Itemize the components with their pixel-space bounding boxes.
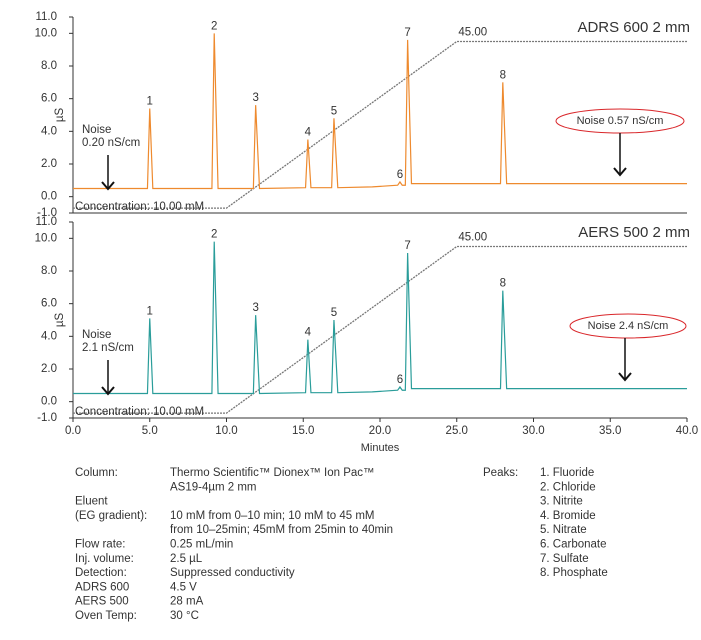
y-tick-label: -1.0 [37, 207, 57, 219]
peak-label: 8 [500, 278, 506, 290]
peak-label: 6 [397, 169, 403, 181]
condition-label: Inj. volume: [75, 553, 134, 565]
x-tick-label: 15.0 [292, 425, 314, 437]
noise-ellipse [569, 313, 687, 339]
y-tick-label: 8.0 [41, 265, 57, 277]
arrow-head [613, 167, 627, 177]
arrow-head [101, 386, 115, 396]
peaks-heading: Peaks: [483, 467, 518, 479]
peak-label: 3 [252, 92, 258, 104]
x-tick-label: 25.0 [446, 425, 468, 437]
peak-label: 2 [211, 20, 217, 32]
noise-label: Noise 2.4 nS/cm [588, 320, 669, 332]
y-tick-label: 10.0 [35, 27, 57, 39]
peak-item: 1. Fluoride [540, 467, 594, 479]
x-tick-label: 5.0 [142, 425, 158, 437]
x-tick-label: 20.0 [369, 425, 391, 437]
condition-value: AS19-4µm 2 mm [170, 481, 257, 493]
x-tick-label: 35.0 [599, 425, 621, 437]
gradient-label: 45.00 [458, 232, 487, 244]
y-tick-label: 8.0 [41, 60, 57, 72]
y-tick-label: 4.0 [41, 125, 57, 137]
condition-label: ADRS 600 [75, 581, 129, 593]
y-axis-label: µS [54, 313, 66, 328]
x-tick-label: 10.0 [215, 425, 237, 437]
y-tick-label: 6.0 [41, 298, 57, 310]
y-tick-label: 0.0 [41, 396, 57, 408]
peak-label: 6 [397, 374, 403, 386]
noise-label: Noise 0.57 nS/cm [577, 115, 664, 127]
condition-label: Eluent [75, 496, 108, 508]
chart-title: ADRS 600 2 mm [577, 19, 690, 36]
noise-label: Noise [82, 329, 111, 341]
concentration-label: Concentration: 10.00 mM [75, 201, 204, 213]
peak-label: 7 [404, 240, 410, 252]
noise-label: 0.20 nS/cm [82, 137, 140, 149]
y-tick-label: 0.0 [41, 191, 57, 203]
arrow-head [101, 181, 115, 191]
y-tick-label: 11.0 [35, 216, 57, 228]
peak-item: 8. Phosphate [540, 567, 608, 579]
arrow-head [618, 372, 632, 382]
condition-label: AERS 500 [75, 596, 129, 608]
peak-label: 1 [147, 95, 153, 107]
condition-label: Detection: [75, 567, 127, 579]
peak-label: 8 [500, 69, 506, 81]
chart-title: AERS 500 2 mm [578, 224, 690, 241]
gradient-label: 45.00 [458, 27, 487, 39]
x-tick-label: 30.0 [522, 425, 544, 437]
noise-label: Noise [82, 124, 111, 136]
condition-value: from 10–25min; 45mM from 25min to 40min [170, 524, 393, 536]
y-tick-label: 2.0 [41, 363, 57, 375]
y-tick-label: -1.0 [37, 412, 57, 424]
peak-label: 4 [305, 127, 312, 139]
condition-value: 0.25 mL/min [170, 539, 233, 551]
peak-label: 2 [211, 229, 217, 241]
y-axis-label: µS [54, 108, 66, 123]
chromatogram-trace [73, 241, 687, 395]
peak-label: 5 [331, 307, 337, 319]
peak-item: 5. Nitrate [540, 524, 587, 536]
peak-label: 3 [252, 302, 258, 314]
gradient-line [73, 40, 687, 209]
peak-label: 4 [305, 327, 312, 339]
condition-value: Thermo Scientific™ Dionex™ Ion Pac™ [170, 467, 375, 479]
chromatogram-trace [73, 33, 687, 190]
y-tick-label: 4.0 [41, 330, 57, 342]
condition-value: 2.5 µL [170, 553, 203, 565]
noise-label: 2.1 nS/cm [82, 342, 134, 354]
x-axis-label: Minutes [361, 442, 400, 454]
peak-item: 3. Nitrite [540, 496, 583, 508]
condition-label: Oven Temp: [75, 610, 137, 622]
x-tick-label: 0.0 [65, 425, 81, 437]
condition-label: (EG gradient): [75, 510, 147, 522]
concentration-label: Concentration: 10.00 mM [75, 406, 204, 418]
peak-label: 7 [404, 27, 410, 39]
condition-value: Suppressed conductivity [170, 567, 295, 579]
condition-label: Flow rate: [75, 539, 126, 551]
gradient-line [73, 245, 687, 414]
peak-item: 6. Carbonate [540, 539, 607, 551]
peak-label: 5 [331, 105, 337, 117]
condition-value: 28 mA [170, 596, 204, 608]
y-tick-label: 11.0 [35, 11, 57, 23]
condition-value: 4.5 V [170, 581, 197, 593]
y-tick-label: 10.0 [35, 232, 57, 244]
peak-label: 1 [147, 305, 153, 317]
peak-item: 4. Bromide [540, 510, 596, 522]
condition-value: 10 mM from 0–10 min; 10 mM to 45 mM [170, 510, 375, 522]
peak-item: 2. Chloride [540, 481, 596, 493]
peak-item: 7. Sulfate [540, 553, 589, 565]
condition-label: Column: [75, 467, 118, 479]
condition-value: 30 °C [170, 610, 199, 622]
y-tick-label: 2.0 [41, 158, 57, 170]
x-tick-label: 40.0 [676, 425, 698, 437]
y-tick-label: 6.0 [41, 93, 57, 105]
